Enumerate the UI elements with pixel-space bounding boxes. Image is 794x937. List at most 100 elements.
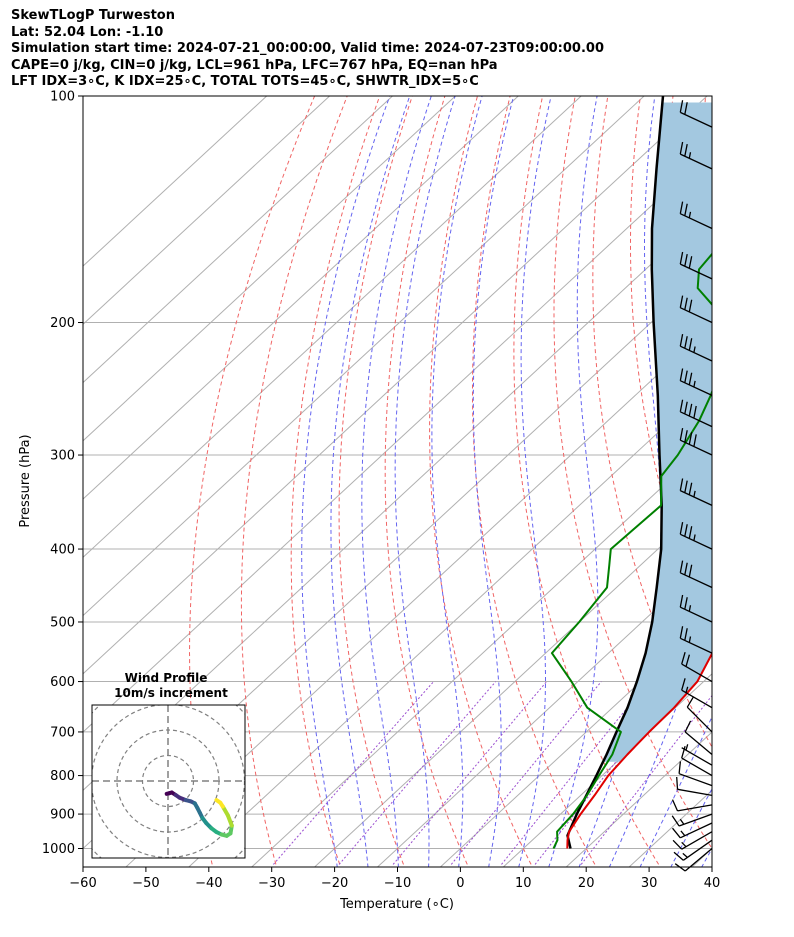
wind-barb <box>681 652 713 683</box>
chart-header: SkewTLogP Turweston Lat: 52.04 Lon: -1.1… <box>11 8 604 91</box>
wind-barb <box>674 848 713 872</box>
hodograph-trace <box>164 790 234 838</box>
temperature-profile-line <box>566 651 712 849</box>
isotherm-line <box>83 96 268 267</box>
moist-adiabat-line <box>578 96 662 867</box>
y-tick-label: 1000 <box>42 842 75 857</box>
parcel-profile-line <box>566 96 665 849</box>
isotherm-line <box>313 498 712 867</box>
moist-adiabat-line <box>361 96 432 867</box>
dry-adiabat-line <box>338 96 413 865</box>
moist-adiabat-line <box>701 847 712 867</box>
y-tick-label: 700 <box>50 725 75 740</box>
x-axis-label: Temperature (∘C) <box>339 897 454 912</box>
isotherm-line <box>83 96 582 558</box>
mixing-ratio-line <box>338 681 497 865</box>
y-tick-label: 900 <box>50 808 75 823</box>
mixing-ratio-line <box>501 681 649 865</box>
wind-barb <box>681 744 713 766</box>
mixing-ratio-line <box>534 681 681 865</box>
wind-barb <box>678 761 713 787</box>
wind-barb <box>679 201 713 230</box>
isotherm-line <box>83 96 520 500</box>
isotherm-line <box>125 323 712 867</box>
mixing-ratio-line <box>450 681 602 865</box>
isotherm-line <box>376 556 712 867</box>
wind-barb <box>676 776 713 797</box>
indices-line-2: LFT IDX=3∘C, K IDX=25∘C, TOTAL TOTS=45∘C… <box>11 74 479 89</box>
mixing-ratio-lines <box>273 681 712 865</box>
y-tick-label: 400 <box>50 543 75 558</box>
wind-barb <box>679 141 713 170</box>
wind-barb <box>672 831 713 850</box>
wind-barb <box>679 333 713 362</box>
hodograph-title: Wind Profile <box>125 671 208 685</box>
y-tick-label: 800 <box>50 769 75 784</box>
x-tick-label: 10 <box>515 876 532 891</box>
isotherm-line <box>83 96 457 442</box>
x-tick-label: −60 <box>69 876 96 891</box>
location-line: Lat: 52.04 Lon: -1.10 <box>11 24 164 40</box>
mixing-ratio-line <box>392 681 547 865</box>
wind-barb <box>673 839 713 861</box>
moist-adiabat-line <box>472 96 515 867</box>
cape-area <box>603 102 712 762</box>
indices-line-1: CAPE=0 j/kg, CIN=0 j/kg, LCL=961 hPa, LF… <box>11 57 498 73</box>
cape-shading <box>603 102 712 762</box>
isotherm-line <box>83 96 394 384</box>
chart-title: SkewTLogP Turweston <box>11 8 175 23</box>
wind-barb <box>679 295 713 324</box>
wind-barb <box>684 720 713 755</box>
dry-adiabat-line <box>553 96 712 850</box>
isotherm-line <box>83 96 645 617</box>
x-tick-label: 20 <box>578 876 595 891</box>
y-axis-label: Pressure (hPa) <box>18 434 33 527</box>
x-tick-label: 30 <box>641 876 658 891</box>
x-tick-label: 40 <box>704 876 721 891</box>
moist-adiabat-line <box>394 96 456 867</box>
x-tick-label: −20 <box>321 876 348 891</box>
x-tick-label: −40 <box>195 876 222 891</box>
wind-barb <box>679 478 713 506</box>
sounding-profiles <box>550 96 712 849</box>
moist-adiabat-line <box>733 96 794 868</box>
x-axis: −60 −50 −40 −30 −20 −10 0 10 20 30 40 <box>69 867 720 891</box>
wind-barb <box>679 368 713 396</box>
dewpoint-profile-line <box>550 252 712 849</box>
wind-barb <box>671 799 713 812</box>
wind-barb <box>679 626 713 654</box>
dry-adiabat-line <box>737 79 794 864</box>
isotherm-line <box>83 96 708 675</box>
isotherm-line <box>741 62 794 880</box>
dry-adiabat-line <box>771 79 794 864</box>
isotherm-line <box>502 673 712 867</box>
moist-adiabat-line <box>330 96 411 867</box>
dry-adiabat-line <box>189 96 316 865</box>
wind-barb <box>679 560 713 589</box>
isotherm-line <box>565 731 712 867</box>
dry-adiabat-line <box>630 96 712 638</box>
moist-adiabat-line <box>431 96 483 867</box>
wind-barb <box>671 813 713 827</box>
x-tick-label: −30 <box>258 876 285 891</box>
moist-adiabat-line <box>548 96 599 867</box>
x-tick-label: −50 <box>132 876 159 891</box>
wind-barb <box>679 399 713 428</box>
moist-adiabat-line <box>639 715 712 867</box>
wind-barb <box>679 521 713 550</box>
dry-adiabat-line <box>592 96 712 749</box>
wind-barb <box>679 100 713 128</box>
dry-adiabats <box>189 79 794 865</box>
time-line: Simulation start time: 2024-07-21_00:00:… <box>11 41 604 56</box>
wind-barb <box>679 594 713 623</box>
isotherm-line <box>188 381 712 867</box>
y-tick-label: 600 <box>50 675 75 690</box>
x-tick-label: 0 <box>456 876 464 891</box>
y-tick-label: 300 <box>50 449 75 464</box>
hodograph-subtitle: 10m/s increment <box>114 686 228 700</box>
dry-adiabat-line <box>384 96 468 865</box>
dry-adiabat-line <box>513 96 660 865</box>
dry-adiabat-line <box>290 96 381 865</box>
isotherm-line <box>439 614 712 867</box>
